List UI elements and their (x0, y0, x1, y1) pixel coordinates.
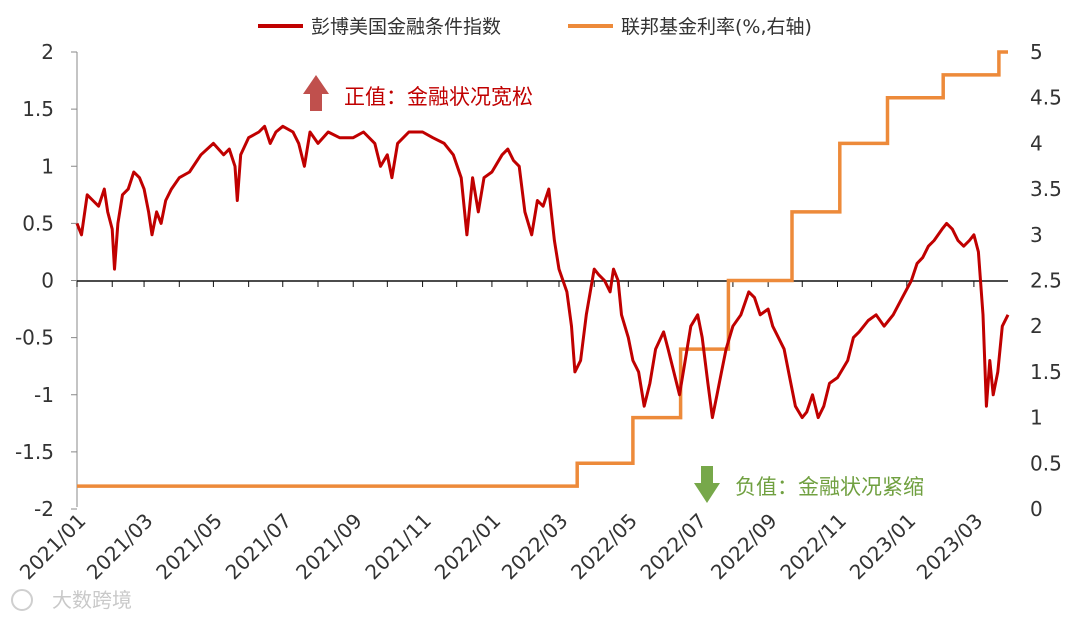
x-tick-label: 2023/03 (912, 509, 988, 585)
right-y-tick-label: 5 (1030, 40, 1043, 64)
annotation-positive: 正值：金融状况宽松 (303, 75, 533, 111)
left-y-tick-label: 2 (41, 40, 54, 64)
series-line-fed-funds-rate (77, 50, 1008, 488)
annotation-positive-text: 正值：金融状况宽松 (344, 85, 533, 109)
x-axis-ticks: 2021/012021/032021/052021/072021/092021/… (15, 281, 988, 585)
left-y-tick-label: -1.5 (15, 440, 54, 464)
x-tick-label: 2021/11 (360, 509, 436, 585)
watermark-text: 大数跨境 (52, 588, 132, 612)
annotation-negative: 负值：金融状况紧缩 (694, 466, 924, 503)
x-tick-label: 2022/11 (775, 509, 851, 585)
right-y-tick-label: 4 (1030, 131, 1043, 155)
legend-label-ffr: 联邦基金利率(%,右轴) (621, 16, 812, 38)
right-y-tick-label: 3 (1030, 223, 1043, 247)
x-tick-label: 2022/03 (497, 509, 573, 585)
right-y-tick-label: 2 (1030, 314, 1043, 338)
x-tick-label: 2023/01 (845, 509, 921, 585)
left-y-tick-label: 0 (41, 269, 54, 293)
series-line-financial-conditions-index (75, 124, 1010, 420)
left-y-tick-label: 1.5 (22, 97, 54, 121)
right-y-tick-label: 1.5 (1030, 360, 1062, 384)
right-y-tick-label: 0.5 (1030, 451, 1062, 475)
x-tick-label: 2022/09 (706, 509, 782, 585)
x-tick-label: 2021/07 (221, 509, 297, 585)
right-y-tick-label: 4.5 (1030, 86, 1062, 110)
x-tick-label: 2021/03 (82, 509, 158, 585)
left-y-tick-label: 0.5 (22, 211, 54, 235)
x-tick-label: 2021/09 (291, 509, 367, 585)
right-y-tick-label: 3.5 (1030, 177, 1062, 201)
right-y-ticks: 5 4.5 4 3.5 3 2.5 2 1.5 1 0.5 0 (1030, 40, 1062, 521)
right-y-tick-label: 2.5 (1030, 269, 1062, 293)
left-y-ticks: 2 1.5 1 0.5 0 -0.5 -1 -1.5 -2 (15, 40, 77, 521)
legend: 彭博美国金融条件指数 联邦基金利率(%,右轴) (258, 16, 812, 38)
x-tick-label: 2021/05 (151, 509, 227, 585)
right-y-tick-label: 0 (1030, 497, 1043, 521)
x-tick-label: 2022/05 (566, 509, 642, 585)
annotation-negative-text: 负值：金融状况紧缩 (735, 475, 924, 499)
legend-label-fci: 彭博美国金融条件指数 (311, 16, 501, 38)
left-y-tick-label: 1 (41, 154, 54, 178)
right-y-tick-label: 1 (1030, 406, 1043, 430)
watermark-logo-icon (11, 589, 33, 611)
left-y-tick-label: -0.5 (15, 326, 54, 350)
x-tick-label: 2022/07 (635, 509, 711, 585)
left-y-tick-label: -1 (34, 383, 54, 407)
left-y-tick-label: -2 (34, 497, 54, 521)
x-tick-label: 2022/01 (430, 509, 506, 585)
watermark: 大数跨境 (11, 588, 132, 612)
arrow-down-icon (694, 466, 720, 503)
arrow-up-icon (303, 75, 329, 111)
